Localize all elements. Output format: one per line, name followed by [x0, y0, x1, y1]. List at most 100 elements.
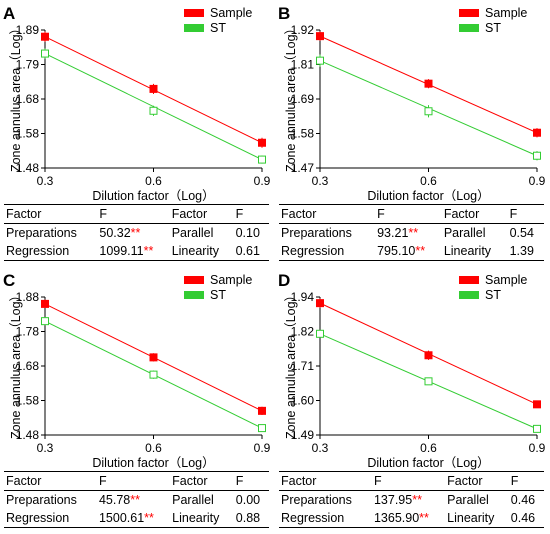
sample-point	[41, 299, 49, 308]
y-tick-label: 1.92	[291, 23, 315, 37]
header-factor: Factor	[447, 474, 483, 488]
factor-cell: Preparations	[6, 226, 77, 240]
table-header-row: Factor F Factor F	[279, 204, 544, 224]
y-tick-label: 1.71	[291, 359, 315, 373]
sample-legend-label: Sample	[210, 6, 252, 20]
header-f: F	[509, 207, 518, 221]
header-factor: Factor	[281, 474, 317, 488]
sample-point	[258, 406, 266, 415]
st-legend-label: ST	[485, 21, 501, 35]
header-f: F	[235, 207, 244, 221]
header-f: F	[99, 207, 108, 221]
panel-letter: C	[3, 271, 16, 290]
x-tick-label: 0.3	[37, 441, 54, 455]
panel-a: A 1.48 1.58 1.68 1.79 1.89 0.3 0.6 0.9 Dilution …	[0, 0, 275, 267]
table-row: Regression 1099.11** Linearity 0.61	[4, 242, 269, 261]
factor-table-a: Factor F Factor F Preparations 50.32** P…	[4, 204, 269, 261]
y-axis-label: Zone annulus area（Log）	[284, 22, 298, 172]
st-legend-swatch	[184, 291, 204, 299]
panel-c: C 1.48 1.58 1.68 1.78 1.88 0.3 0.6 0.9 Dilution …	[0, 267, 275, 534]
y-tick-label: 1.89	[16, 23, 40, 37]
panel-letter: B	[278, 4, 291, 23]
chart-d: 1.49 1.60 1.71 1.82 1.94 0.3 0.6 0.9 Dilution fa…	[284, 273, 546, 470]
sample-point	[533, 400, 541, 409]
x-tick-label: 0.9	[254, 441, 271, 455]
f-value: 93.21	[377, 226, 409, 240]
f-value-cell: 0.10	[235, 226, 260, 240]
f-value: 1365.90	[373, 511, 420, 525]
factor-cell: Parallel	[172, 493, 214, 507]
x-tick-label: 0.9	[529, 441, 546, 455]
header-f: F	[373, 474, 382, 488]
significance-stars: **	[412, 493, 422, 507]
table-header-row: Factor F Factor F	[4, 204, 269, 224]
st-point	[258, 424, 266, 433]
chart-c: 1.48 1.58 1.68 1.78 1.88 0.3 0.6 0.9 Dilution fa…	[9, 273, 271, 470]
chart-b: 1.47 1.58 1.69 1.81 1.92 0.3 0.6 0.9 Dilution fa…	[284, 6, 546, 203]
x-axis-label: Dilution factor（Log）	[92, 456, 214, 470]
sample-point	[316, 32, 324, 41]
y-tick-label: 1.60	[291, 394, 315, 408]
f-value: 45.78	[98, 493, 131, 507]
y-tick-label: 1.82	[291, 325, 315, 339]
factor-cell: Linearity	[443, 244, 492, 258]
significance-stars: **	[408, 226, 419, 240]
table-row: Regression 795.10** Linearity 1.39	[279, 242, 544, 261]
header-factor: Factor	[281, 207, 317, 221]
f-value: 1099.11	[99, 244, 144, 258]
sample-point	[533, 128, 541, 137]
table-row: Preparations 45.78** Parallel 0.00	[4, 491, 269, 510]
sample-legend-swatch	[459, 9, 479, 17]
factor-table-b: Factor F Factor F Preparations 93.21** P…	[279, 204, 544, 261]
x-axis-label: Dilution factor（Log）	[92, 189, 214, 203]
header-factor: Factor	[172, 474, 208, 488]
st-point	[424, 107, 433, 116]
st-legend-label: ST	[485, 288, 501, 302]
sample-point	[149, 84, 158, 93]
factor-table-d: Factor F Factor F Preparations 137.95** …	[279, 471, 544, 528]
f-value-cell: 0.46	[510, 511, 536, 525]
panel-b: B 1.47 1.58 1.69 1.81 1.92 0.3 0.6 0.9 Dilution …	[275, 0, 550, 267]
y-tick-label: 1.78	[16, 325, 40, 339]
sample-legend-swatch	[459, 276, 479, 284]
header-factor: Factor	[171, 207, 208, 221]
st-legend-swatch	[184, 24, 204, 32]
f-value-cell: 45.78**	[97, 491, 170, 510]
x-tick-label: 0.6	[420, 441, 437, 455]
panel-d: D 1.49 1.60 1.71 1.82 1.94 0.3 0.6 0.9 Dilution …	[275, 267, 550, 534]
header-f: F	[510, 474, 519, 488]
y-tick-label: 1.68	[16, 92, 40, 106]
x-tick-label: 0.3	[312, 441, 329, 455]
factor-cell: Linearity	[171, 244, 219, 258]
significance-stars: **	[144, 511, 154, 525]
f-value-cell: 1099.11**	[97, 242, 169, 261]
factor-cell: Linearity	[172, 511, 220, 525]
x-tick-label: 0.9	[254, 174, 271, 188]
table-row: Preparations 93.21** Parallel 0.54	[279, 224, 544, 243]
f-value-cell: 0.88	[235, 511, 261, 525]
st-point	[533, 424, 541, 433]
st-point	[533, 151, 541, 160]
y-tick-label: 1.69	[291, 92, 315, 106]
header-f: F	[98, 474, 107, 488]
y-tick-label: 1.79	[16, 58, 40, 72]
x-axis-label: Dilution factor（Log）	[367, 456, 489, 470]
y-tick-label: 1.81	[291, 58, 315, 72]
f-value-cell: 0.54	[509, 226, 534, 240]
sample-point	[258, 138, 266, 147]
y-tick-label: 1.48	[16, 428, 40, 442]
y-tick-label: 1.49	[291, 428, 315, 442]
sample-legend-label: Sample	[485, 273, 527, 287]
x-tick-label: 0.6	[420, 174, 437, 188]
y-axis-label: Zone annulus area（Log）	[9, 289, 23, 439]
factor-cell: Linearity	[447, 511, 495, 525]
st-point	[41, 49, 49, 58]
x-tick-label: 0.9	[529, 174, 546, 188]
f-value-cell: 93.21**	[375, 224, 442, 243]
header-factor: Factor	[6, 207, 42, 221]
sample-point	[424, 79, 433, 88]
st-point	[258, 155, 266, 164]
sample-point	[316, 299, 324, 308]
table-header-row: Factor F Factor F	[4, 471, 269, 491]
f-value-cell: 1.39	[509, 244, 534, 258]
